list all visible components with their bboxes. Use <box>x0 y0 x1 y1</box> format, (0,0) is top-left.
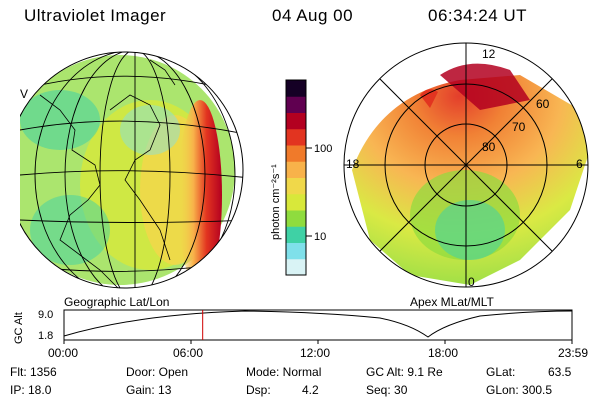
info-door: Door: Open <box>126 365 189 379</box>
altitude-curve <box>63 310 573 338</box>
colorbar-tick-10: 10 <box>314 231 326 243</box>
time-tick-2: 12:00 <box>300 346 330 360</box>
info-dsp-value: 4.2 <box>302 383 319 397</box>
globe-disk <box>20 52 243 288</box>
colorbar-swatch <box>286 242 306 260</box>
colorbar-swatch <box>286 80 306 97</box>
colorbar-swatch <box>286 145 306 162</box>
info-glat: GLat: <box>486 365 516 379</box>
colorbar-swatch <box>286 96 306 113</box>
coastline <box>39 59 176 288</box>
mlat-60-label: 60 <box>536 97 550 111</box>
colorbar-swatch <box>286 112 306 130</box>
info-glon: GLon: 300.5 <box>486 383 553 397</box>
orbit-altitude-plot: 9.0 1.8 GC Alt 00:00 06:00 12:00 18:00 2… <box>13 309 588 360</box>
globe-edge-letter: V <box>20 87 28 101</box>
colorbar-swatch <box>286 258 306 276</box>
mlt-6-label: 6 <box>576 157 583 171</box>
info-seq: Seq: 30 <box>366 383 408 397</box>
info-ip: IP: 18.0 <box>10 383 52 397</box>
altitude-axis-label: GC Alt <box>13 312 25 344</box>
polar-mlat-mlt-panel: 12 18 6 0 60 70 80 <box>343 42 589 289</box>
mlat-70-label: 70 <box>512 120 526 134</box>
colorbar-scale <box>286 80 306 276</box>
mlat-80-label: 80 <box>482 140 496 154</box>
colorbar-swatch <box>286 193 306 211</box>
app-title: Ultraviolet Imager <box>24 6 167 25</box>
apex-panel-label: Apex MLat/MLT <box>410 295 494 309</box>
info-gc-alt: GC Alt: 9.1 Re <box>366 365 443 379</box>
time-tick-4: 23:59 <box>558 346 588 360</box>
image-date: 04 Aug 00 <box>272 6 354 25</box>
colorbar-swatch <box>286 161 306 178</box>
info-dsp: Dsp: <box>246 383 271 397</box>
colorbar-unit-label: photon cm⁻²s⁻¹ <box>270 164 282 240</box>
colorbar-swatch <box>286 128 306 146</box>
colorbar-swatch <box>286 177 306 195</box>
time-tick-0: 00:00 <box>48 346 78 360</box>
image-time: 06:34:24 UT <box>428 6 528 25</box>
colorbar: 100 10 photon cm⁻²s⁻¹ <box>270 79 332 276</box>
info-gain: Gain: 13 <box>126 383 172 397</box>
mlt-12-label: 12 <box>482 47 496 61</box>
info-glat-value: 63.5 <box>548 365 572 379</box>
geographic-panel-label: Geographic Lat/Lon <box>64 295 169 309</box>
info-flight: Flt: 1356 <box>10 365 57 379</box>
colorbar-swatch <box>286 210 306 227</box>
mlt-0-label: 0 <box>468 275 475 289</box>
colorbar-swatch <box>286 226 306 243</box>
time-tick-1: 06:00 <box>173 346 203 360</box>
time-tick-3: 18:00 <box>428 346 458 360</box>
altitude-bottom-tick: 1.8 <box>38 330 53 342</box>
altitude-top-tick: 9.0 <box>38 309 53 321</box>
mlt-18-label: 18 <box>346 157 360 171</box>
info-mode: Mode: Normal <box>246 365 322 379</box>
colorbar-tick-100: 100 <box>314 143 332 155</box>
geographic-globe-panel: V <box>20 51 244 289</box>
